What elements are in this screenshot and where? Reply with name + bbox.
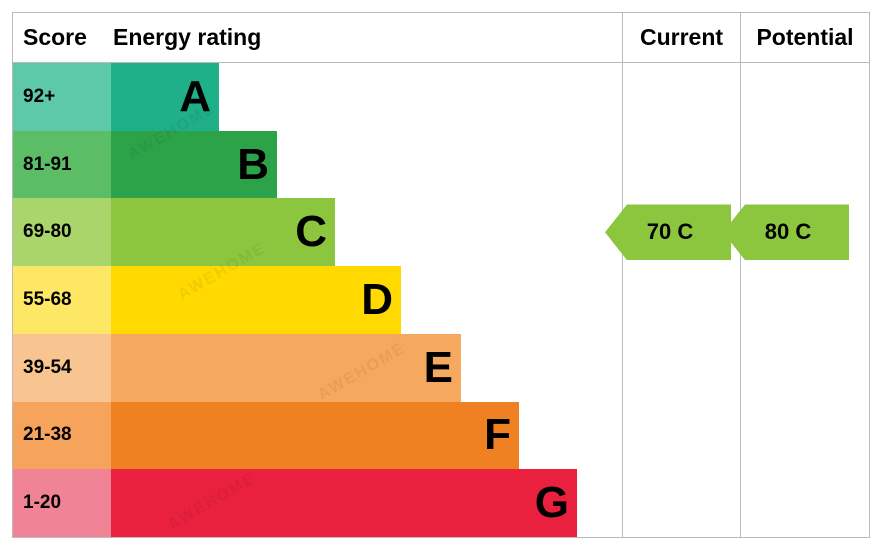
bar-cell: A <box>111 63 623 131</box>
rating-row: 81-91 B <box>13 131 869 199</box>
potential-cell <box>741 266 869 334</box>
energy-rating-chart: Score Energy rating Current Potential 92… <box>12 12 870 538</box>
bar-cell: F <box>111 402 623 470</box>
current-cell <box>623 63 741 131</box>
score-cell: 21-38 <box>13 402 111 470</box>
potential-cell <box>741 63 869 131</box>
current-cell <box>623 131 741 199</box>
header-score: Score <box>13 13 111 62</box>
rating-letter: C <box>295 207 327 257</box>
rating-tag: 70 C <box>605 204 731 260</box>
rating-bar: A <box>111 63 219 131</box>
rating-bar: D <box>111 266 401 334</box>
rating-tag-text: 70 C <box>647 219 693 245</box>
rating-bar: C <box>111 198 335 266</box>
current-cell <box>623 334 741 402</box>
rating-row: 39-54 E <box>13 334 869 402</box>
rating-letter: E <box>424 343 453 393</box>
potential-cell <box>741 402 869 470</box>
score-cell: 1-20 <box>13 469 111 537</box>
rating-tag: 80 C <box>723 204 849 260</box>
rating-bar: G <box>111 469 577 537</box>
score-cell: 39-54 <box>13 334 111 402</box>
header-row: Score Energy rating Current Potential <box>13 13 869 63</box>
rating-letter: D <box>361 275 393 325</box>
bar-cell: E <box>111 334 623 402</box>
score-cell: 81-91 <box>13 131 111 199</box>
rating-bar: F <box>111 402 519 470</box>
rating-letter: A <box>179 72 211 122</box>
potential-cell <box>741 131 869 199</box>
bar-cell: G <box>111 469 623 537</box>
header-potential: Potential <box>741 13 869 62</box>
score-cell: 55-68 <box>13 266 111 334</box>
header-current: Current <box>623 13 741 62</box>
potential-cell: 80 C <box>741 198 869 266</box>
rating-tag-text: 80 C <box>765 219 811 245</box>
current-cell <box>623 402 741 470</box>
rating-letter: B <box>237 140 269 190</box>
bar-cell: D <box>111 266 623 334</box>
potential-cell <box>741 334 869 402</box>
rating-row: 21-38 F <box>13 402 869 470</box>
header-rating: Energy rating <box>111 13 623 62</box>
rating-letter: F <box>484 410 511 460</box>
score-cell: 92+ <box>13 63 111 131</box>
current-cell <box>623 469 741 537</box>
rating-row: 92+ A <box>13 63 869 131</box>
rating-row: 1-20 G <box>13 469 869 537</box>
rating-rows: 92+ A 81-91 B 69-80 C <box>13 63 869 537</box>
rating-bar: B <box>111 131 277 199</box>
rating-bar: E <box>111 334 461 402</box>
rating-letter: G <box>535 478 569 528</box>
rating-row: 69-80 C 70 C 80 C <box>13 198 869 266</box>
current-cell <box>623 266 741 334</box>
bar-cell: B <box>111 131 623 199</box>
bar-cell: C <box>111 198 623 266</box>
score-cell: 69-80 <box>13 198 111 266</box>
rating-row: 55-68 D <box>13 266 869 334</box>
potential-cell <box>741 469 869 537</box>
